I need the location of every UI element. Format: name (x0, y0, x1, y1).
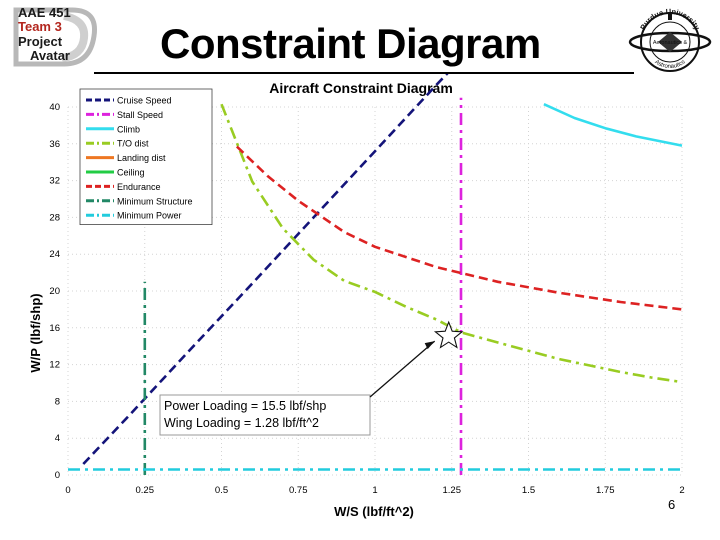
team-logo-line-3: Project (18, 34, 63, 49)
legend-label: Minimum Structure (117, 196, 193, 206)
legend-label: Endurance (117, 182, 161, 192)
y-tick-label: 12 (49, 360, 60, 371)
y-tick-label: 32 (49, 176, 60, 187)
legend-label: Ceiling (117, 168, 145, 178)
legend-label: Cruise Speed (117, 96, 172, 106)
x-tick-label: 0 (65, 485, 70, 496)
axes-layer: 0 0.25 0.5 0.75 1 1.25 1.5 1.75 2048121620242832… (49, 102, 684, 496)
series-line-endurance (236, 145, 683, 311)
x-tick-label: 1.5 (522, 485, 535, 496)
legend-label: Minimum Power (117, 211, 182, 221)
y-tick-label: 20 (49, 286, 60, 297)
x-tick-label: 0.25 (136, 485, 155, 496)
x-tick-label: 2 (679, 485, 684, 496)
purdue-seal: Purdue University Aeronautics & Astronau… (628, 7, 712, 72)
legend-label: Climb (117, 124, 140, 134)
legend-label: Landing dist (117, 153, 166, 163)
x-tick-label: 1.75 (596, 485, 615, 496)
title-divider (94, 72, 634, 74)
y-tick-label: 4 (55, 433, 60, 444)
team-logo-line-2: Team 3 (18, 19, 62, 34)
slide-title: Constraint Diagram (160, 20, 541, 67)
team-logo-line-4: Avatar (30, 48, 70, 63)
design-point-star-icon (433, 320, 464, 349)
seal-text-bottom: Astronautics (654, 59, 687, 70)
y-tick-label: 8 (55, 396, 60, 407)
page-number: 6 (668, 497, 676, 512)
annotation-box (159, 394, 371, 436)
team-logo-shape (13, 7, 98, 67)
x-axis-label: W/S (lbf/ft^2) (334, 504, 414, 519)
y-tick-label: 16 (49, 323, 60, 334)
y-axis-label: W/P (lbf/shp) (28, 293, 43, 372)
legend-label: Stall Speed (117, 110, 163, 120)
legend: Cruise Speed Stall Speed Climb T/O dist Land… (79, 88, 213, 226)
annotation-line: Power Loading = 15.5 lbf/shp (164, 399, 326, 413)
annotation-arrow-line (369, 340, 436, 398)
constraint-chart: Aircraft Constraint Diagram 0 0.25 0.5 0.75… (28, 74, 685, 519)
chart-title: Aircraft Constraint Diagram (269, 80, 453, 96)
x-tick-label: 0.75 (289, 485, 308, 496)
y-tick-label: 24 (49, 249, 60, 260)
x-tick-label: 1 (372, 485, 377, 496)
seal-text-middle: Aeronautics & (653, 40, 688, 46)
annotation-line: Wing Loading = 1.28 lbf/ft^2 (164, 416, 319, 430)
y-tick-label: 36 (49, 139, 60, 150)
y-tick-label: 40 (49, 102, 60, 113)
x-tick-label: 1.25 (443, 485, 462, 496)
team-logo: AAE 451 Team 3 Project Avatar (6, 4, 100, 68)
x-tick-label: 0.5 (215, 485, 228, 496)
team-logo-line-1: AAE 451 (18, 5, 71, 20)
y-tick-label: 0 (55, 470, 60, 481)
annotation-layer: Power Loading = 15.5 lbf/shp Wing Loading… (159, 320, 464, 436)
legend-label: T/O dist (117, 139, 149, 149)
annotation-arrow-head (424, 341, 435, 350)
series-line-climb (543, 103, 683, 147)
y-tick-label: 28 (49, 212, 60, 223)
